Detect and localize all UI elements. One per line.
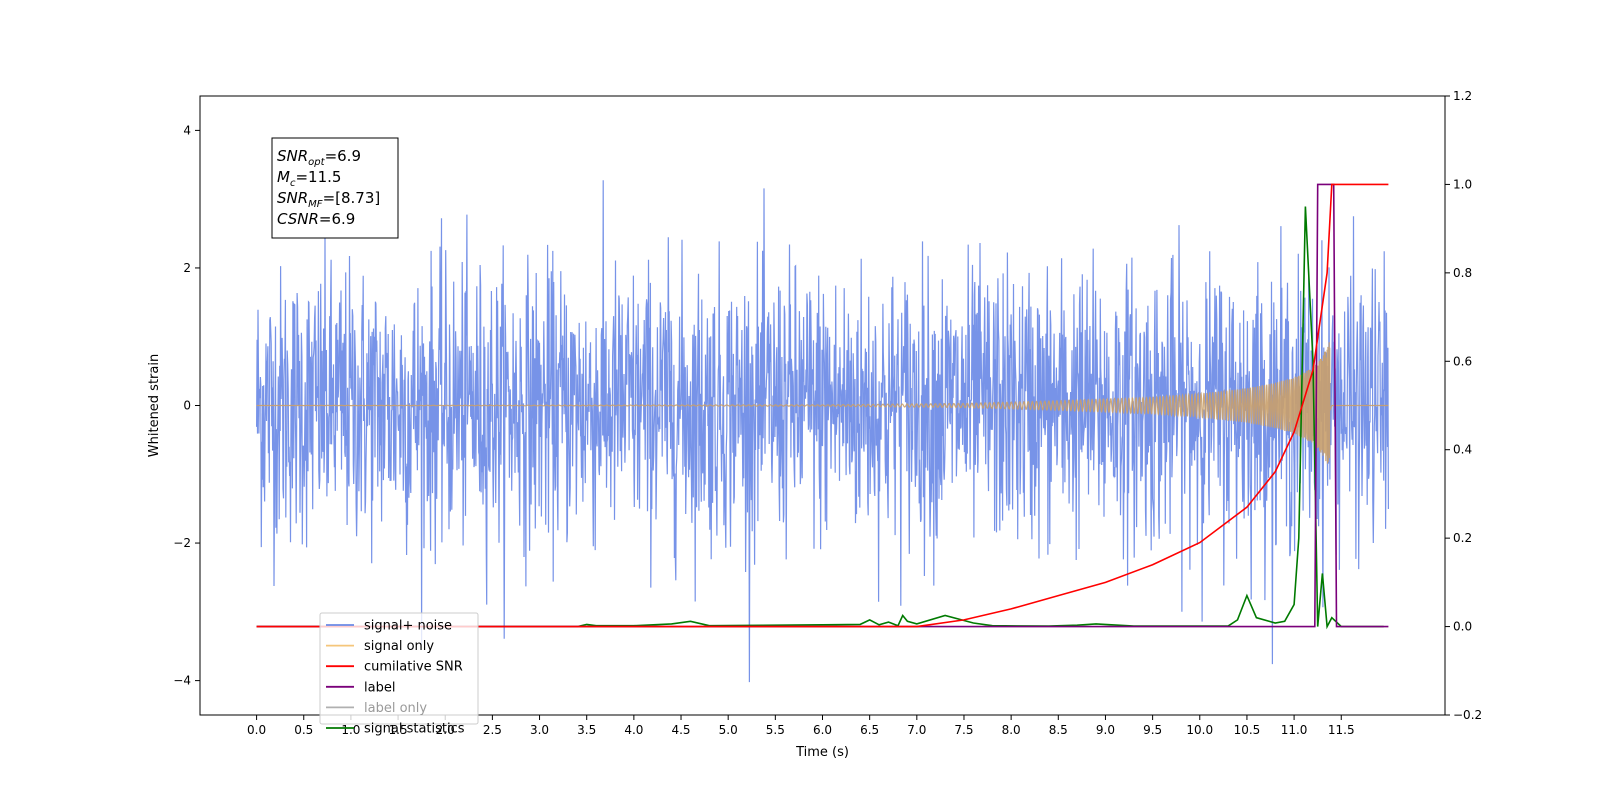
legend-label: label — [364, 680, 395, 695]
x-tick-label: 8.0 — [1002, 723, 1021, 737]
y2-tick-label: 1.0 — [1453, 177, 1472, 191]
x-tick-label: 1.0 — [341, 723, 360, 737]
x-tick-label: 10.0 — [1186, 723, 1213, 737]
y2-tick-label: 0.4 — [1453, 443, 1472, 457]
legend-label: cumilative SNR — [364, 660, 463, 675]
x-tick-label: 1.5 — [389, 723, 408, 737]
y-tick-label: −4 — [173, 674, 191, 688]
y2-tick-label: 0.8 — [1453, 266, 1472, 280]
legend: signal+ noise signal only cumilative SNR la… — [319, 612, 479, 737]
x-tick-label: 0.5 — [294, 723, 313, 737]
label-line — [256, 183, 1389, 628]
signal-only-series — [256, 342, 1389, 464]
x-tick-label: 3.5 — [577, 723, 596, 737]
y-tick-label: 2 — [183, 261, 191, 275]
y2-tick-label: 1.2 — [1453, 89, 1472, 103]
y-tick-label: 0 — [183, 399, 191, 413]
annotation-frame — [271, 137, 399, 239]
signal-only-line — [256, 342, 1389, 464]
signal-noise-line — [256, 180, 1390, 683]
x-tick-label: 10.5 — [1234, 723, 1261, 737]
x-tick-label: 4.5 — [671, 723, 690, 737]
signal-noise-series — [256, 180, 1390, 683]
annotation-line: Mc=11.5 — [277, 168, 341, 189]
y2-tick-label: 0.2 — [1453, 531, 1472, 545]
x-axis-ticks: 0.0 0.5 1.0 1.5 2.0 2.5 3.0 3.5 4.0 4.5 5.0 5.5 6.0 6… — [247, 715, 1355, 737]
legend-frame — [319, 612, 479, 725]
y2-axis-ticks: −0.2 0.0 0.2 0.4 0.6 0.8 1.0 1.2 — [1445, 89, 1482, 722]
legend-label: signal statistics — [364, 722, 465, 737]
y2-tick-label: 0.6 — [1453, 354, 1472, 368]
y-tick-label: −2 — [173, 536, 191, 550]
x-tick-label: 11.0 — [1281, 723, 1308, 737]
cumilative-snr-line — [256, 183, 1389, 628]
x-tick-label: 8.5 — [1049, 723, 1068, 737]
x-tick-label: 2.0 — [436, 723, 455, 737]
right-axis-series — [256, 183, 1389, 630]
y-axis-label: Whitened strain — [147, 354, 162, 457]
x-tick-label: 9.5 — [1143, 723, 1162, 737]
legend-label: signal only — [364, 639, 434, 654]
annotation-line: SNRopt=6.9 — [277, 147, 361, 168]
x-tick-label: 7.0 — [907, 723, 926, 737]
y-tick-label: 4 — [183, 123, 191, 137]
annotation-line: CSNR=6.9 — [277, 210, 355, 228]
x-tick-label: 7.5 — [954, 723, 973, 737]
annotation-line: SNRMF=[8.73] — [277, 189, 380, 210]
legend-label: label only — [364, 701, 427, 716]
x-tick-label: 0.0 — [247, 723, 266, 737]
legend-label: signal+ noise — [364, 619, 452, 634]
x-tick-label: 4.0 — [624, 723, 643, 737]
x-tick-label: 5.5 — [766, 723, 785, 737]
x-tick-label: 9.0 — [1096, 723, 1115, 737]
x-axis-label: Time (s) — [795, 745, 849, 760]
x-tick-label: 11.5 — [1328, 723, 1355, 737]
x-tick-label: 6.5 — [860, 723, 879, 737]
x-tick-label: 3.0 — [530, 723, 549, 737]
y2-tick-label: −0.2 — [1453, 708, 1482, 722]
y2-tick-label: 0.0 — [1453, 620, 1472, 634]
x-tick-label: 5.0 — [719, 723, 738, 737]
x-tick-label: 2.5 — [483, 723, 502, 737]
x-tick-label: 6.0 — [813, 723, 832, 737]
y-axis-ticks: −4 −2 0 2 4 — [173, 123, 200, 688]
